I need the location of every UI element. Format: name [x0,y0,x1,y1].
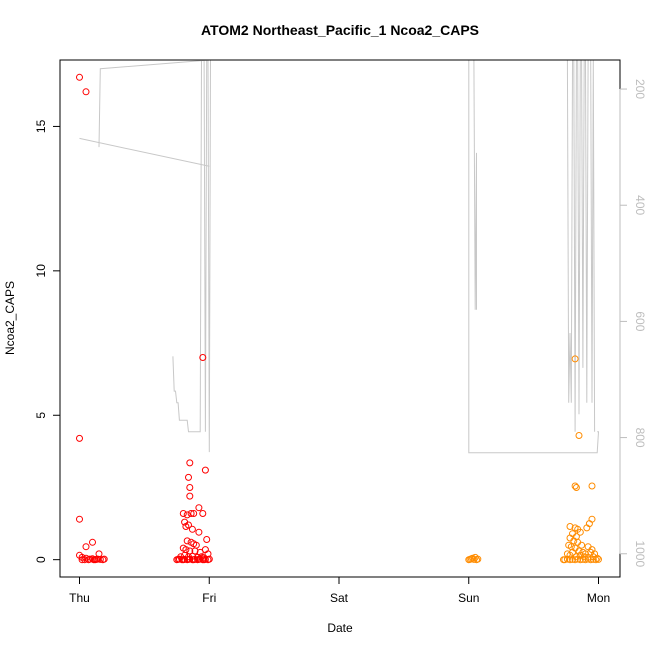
data-point [572,484,580,491]
data-point [188,525,196,533]
data-point [78,556,86,564]
data-point [200,556,208,564]
data-point [174,555,182,563]
data-point [584,555,592,563]
data-point [90,556,98,564]
chart-title: ATOM2 Northeast_Pacific_1 Ncoa2_CAPS [201,22,479,38]
data-point [186,484,194,491]
data-point [574,555,582,563]
data-point [569,555,576,563]
data-point [575,432,583,439]
data-point [563,555,571,563]
y-tick-label: 15 [34,119,48,133]
x-tick-label: Sun [458,591,479,605]
data-point [100,555,108,563]
depth-trace-segment [79,137,210,167]
data-point [183,537,191,545]
x-axis-label: Date [327,621,353,635]
data-point [578,541,586,549]
data-point [96,555,104,563]
data-point [595,555,602,563]
data-point [185,521,192,529]
data-point [576,556,584,564]
data-point [203,536,211,543]
data-point [76,515,83,523]
y-tick-label: 5 [34,412,48,419]
data-point [179,510,187,517]
x-tick-label: Thu [69,591,90,605]
data-point [576,528,584,536]
data-point [81,556,89,564]
data-point [186,492,194,500]
y-axis-label: Ncoa2_CAPS [3,281,17,355]
right-depth-axis: 200 400 600 800 1000 [619,79,647,567]
right-tick-label: 800 [633,428,647,448]
data-point [593,554,601,562]
y-axis: 0 5 10 15 [34,119,61,563]
x-tick-label: Sat [330,591,349,605]
data-point [571,482,579,490]
data-point [470,555,478,563]
data-point [185,473,192,481]
data-point [190,556,198,564]
data-point [92,555,100,563]
data-point [579,555,587,563]
data-point [82,543,90,551]
data-point [183,511,191,519]
data-point [185,555,192,563]
data-point [205,555,213,563]
y-tick-label: 10 [34,264,48,278]
data-point [195,555,203,563]
data-point [186,459,194,467]
x-tick-label: Fri [202,591,216,605]
data-point [199,510,207,517]
right-tick-label: 200 [633,79,647,99]
data-point [474,555,482,563]
data-point [76,434,83,442]
data-point [582,556,589,564]
data-point [466,555,474,563]
data-point [569,548,576,556]
data-point [560,556,567,564]
data-point [566,523,574,530]
data-point [195,504,203,512]
x-tick-label: Mon [587,591,610,605]
y-tick-label: 0 [34,556,48,563]
data-point [589,555,597,563]
data-point [190,510,198,517]
data-point [587,556,595,564]
data-point [179,556,187,564]
depth-trace-segment [468,60,600,454]
data-point [571,556,579,564]
data-point [583,524,591,532]
data-point [89,538,96,546]
data-point [571,355,579,363]
data-point [570,537,578,545]
data-point [199,354,207,361]
data-points-layer [76,73,602,564]
data-point [195,528,203,536]
data-point [76,73,83,81]
data-point [187,510,195,517]
data-point [592,556,600,564]
x-axis: Thu Fri Sat Sun Mon [69,576,610,605]
data-point [82,88,90,96]
right-tick-label: 400 [633,195,647,215]
data-point [588,482,596,490]
right-tick-label: 600 [633,311,647,331]
data-point [575,547,583,555]
right-tick-label: 1000 [633,540,647,567]
data-point [201,466,209,474]
